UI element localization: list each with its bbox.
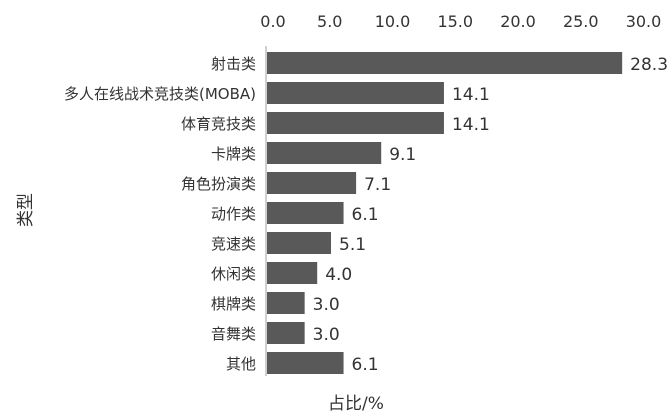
category-label: 竞速类 — [211, 235, 256, 253]
data-label: 3.0 — [313, 295, 340, 315]
data-label: 14.1 — [452, 85, 490, 105]
bar — [267, 322, 305, 344]
x-tick-label: 30.0 — [626, 12, 662, 31]
data-label: 7.1 — [364, 175, 391, 195]
category-label: 棋牌类 — [211, 295, 256, 313]
bar — [267, 52, 623, 74]
category-label: 音舞类 — [211, 325, 256, 343]
category-label: 其他 — [226, 355, 256, 373]
data-label: 3.0 — [313, 325, 340, 345]
x-tick-label: 5.0 — [317, 12, 342, 31]
bar — [267, 352, 344, 374]
data-label: 14.1 — [452, 115, 490, 135]
bar — [267, 202, 344, 224]
x-tick-label: 10.0 — [375, 12, 411, 31]
category-label: 角色扮演类 — [181, 175, 256, 193]
x-tick-label: 15.0 — [437, 12, 473, 31]
bar — [267, 232, 332, 254]
bar — [267, 292, 305, 314]
data-label: 4.0 — [325, 265, 352, 285]
x-tick-label: 0.0 — [260, 12, 285, 31]
bar — [267, 112, 444, 134]
bar — [267, 172, 357, 194]
bar — [267, 82, 444, 104]
x-tick-label: 25.0 — [563, 12, 599, 31]
bar — [267, 262, 318, 284]
category-label: 卡牌类 — [211, 145, 256, 163]
x-tick-label: 20.0 — [500, 12, 536, 31]
data-label: 9.1 — [389, 145, 416, 165]
data-label: 5.1 — [339, 235, 366, 255]
data-label: 6.1 — [352, 205, 379, 225]
category-label: 休闲类 — [211, 265, 256, 283]
category-label: 多人在线战术竞技类(MOBA) — [64, 85, 256, 103]
data-label: 6.1 — [352, 355, 379, 375]
data-label: 28.3 — [630, 55, 668, 75]
bar — [267, 142, 382, 164]
y-axis-title: 类型 — [16, 193, 36, 227]
category-label: 体育竞技类 — [181, 115, 256, 133]
x-axis-title: 占比/% — [328, 394, 384, 414]
category-label: 射击类 — [211, 55, 256, 73]
category-label: 动作类 — [211, 205, 256, 223]
